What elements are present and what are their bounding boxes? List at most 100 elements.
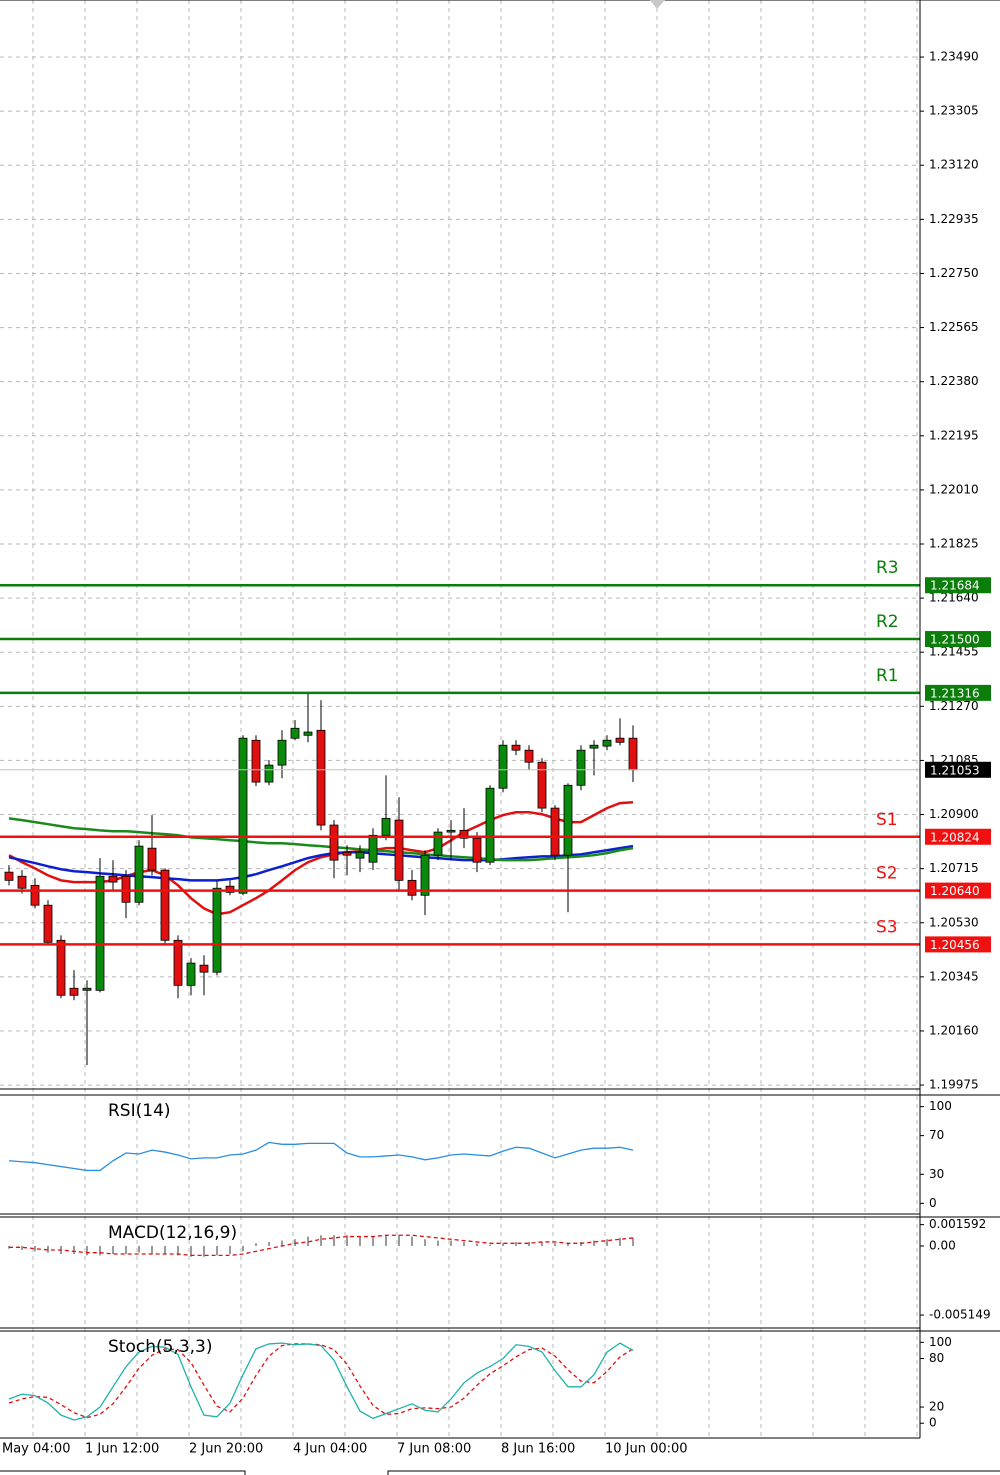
histogram-bar (294, 1239, 296, 1246)
candle-body (173, 939, 183, 986)
candle-body (121, 875, 131, 903)
histogram-bar (411, 1236, 413, 1246)
x-tick-label: 8 Jun 16:00 (501, 1442, 575, 1457)
candle-body (329, 824, 339, 861)
histogram-bar (632, 1237, 634, 1246)
candle-body (82, 987, 92, 991)
candle-body (472, 837, 482, 863)
candle-body (160, 869, 170, 941)
histogram-bar (190, 1245, 192, 1257)
histogram-bar (242, 1245, 244, 1252)
candle-body (433, 831, 443, 856)
candle-body (316, 729, 326, 826)
y-tick-label: 1.23305 (929, 104, 979, 118)
y-tick-label: 80 (929, 1351, 944, 1365)
histogram-bar (515, 1241, 517, 1246)
histogram-bar (99, 1245, 101, 1256)
y-tick-label: 0 (929, 1196, 937, 1210)
y-tick-label: 0 (929, 1416, 937, 1430)
histogram-bar (47, 1245, 49, 1253)
histogram-bar (34, 1245, 36, 1252)
candle-body (147, 847, 157, 871)
histogram-bar (216, 1245, 218, 1256)
x-tick-label: 7 Jun 08:00 (397, 1442, 471, 1457)
pivot-price-label: 1.20824 (930, 830, 980, 844)
candle-body (355, 851, 365, 859)
histogram-bar (476, 1243, 478, 1246)
histogram-bar (398, 1235, 400, 1246)
candle-body (212, 887, 222, 973)
x-tick-label: 1 Jun 12:00 (85, 1442, 159, 1457)
candle-body (134, 845, 144, 903)
candle-body (30, 884, 40, 906)
histogram-bar (437, 1240, 439, 1246)
indicator-line (8, 1141, 634, 1172)
last-price-box (925, 761, 991, 778)
pivot-price-box (925, 577, 991, 594)
histogram-bar (606, 1239, 608, 1246)
histogram-bar (489, 1244, 491, 1246)
y-tick-label: 1.21270 (929, 699, 979, 713)
y-tick-label: 100 (929, 1099, 952, 1113)
histogram-bar (320, 1235, 322, 1246)
y-tick-label: 100 (929, 1335, 952, 1349)
candle-body (186, 962, 196, 986)
histogram-bar (619, 1237, 621, 1246)
candle-body (43, 904, 53, 943)
y-tick-label: 1.21640 (929, 591, 979, 605)
candle-body (407, 879, 417, 896)
candle-body (459, 829, 469, 839)
histogram-bar (125, 1245, 127, 1255)
histogram-bar (151, 1245, 153, 1255)
histogram-bar (138, 1245, 140, 1253)
histogram-bar (164, 1245, 166, 1255)
candle-body (381, 817, 391, 836)
y-tick-label: 1.22195 (929, 428, 979, 442)
histogram-bar (359, 1236, 361, 1246)
candle-body (550, 807, 560, 856)
indicator-title: MACD(12,16,9) (108, 1223, 237, 1243)
pivot-price-label: 1.21500 (930, 633, 980, 647)
histogram-bar (541, 1241, 543, 1246)
candle-body (199, 964, 209, 973)
histogram-bar (346, 1235, 348, 1246)
y-tick-label: 1.21825 (929, 537, 979, 551)
histogram-bar (177, 1245, 179, 1256)
pivot-price-label: 1.20640 (930, 884, 980, 898)
candle-body (563, 784, 573, 856)
candle-body (524, 749, 534, 763)
indicator-title: Stoch(5,3,3) (108, 1337, 213, 1357)
candle-body (615, 737, 625, 743)
candle-body (303, 731, 313, 736)
candle-body (277, 739, 287, 766)
candle-body (290, 727, 300, 739)
histogram-bar (112, 1245, 114, 1255)
y-tick-label: 1.23490 (929, 50, 979, 64)
histogram-bar (502, 1243, 504, 1246)
candle-body (238, 737, 248, 894)
histogram-bar (255, 1243, 257, 1246)
y-tick-label: 0.00 (929, 1238, 956, 1252)
x-tick-label: 2 Jun 20:00 (189, 1442, 263, 1457)
y-tick-label: 70 (929, 1128, 944, 1142)
y-tick-label: 1.20715 (929, 861, 979, 875)
histogram-bar (307, 1236, 309, 1246)
candle-body (4, 871, 14, 881)
candle-body (420, 854, 430, 896)
histogram-bar (385, 1235, 387, 1246)
candle-body (368, 834, 378, 863)
candle-body (264, 764, 274, 783)
pivot-name: S1 (876, 810, 898, 830)
histogram-bar (567, 1243, 569, 1246)
pivot-price-box (925, 684, 991, 701)
y-tick-label: 1.19975 (929, 1078, 979, 1092)
candle-body (95, 875, 105, 991)
candle-body (498, 744, 508, 789)
candle-body (511, 744, 521, 751)
y-tick-label: 1.20530 (929, 915, 979, 929)
candle-body (485, 787, 495, 863)
y-tick-label: 1.22380 (929, 374, 979, 388)
y-tick-label: 1.23120 (929, 158, 979, 172)
candle-body (56, 939, 66, 996)
